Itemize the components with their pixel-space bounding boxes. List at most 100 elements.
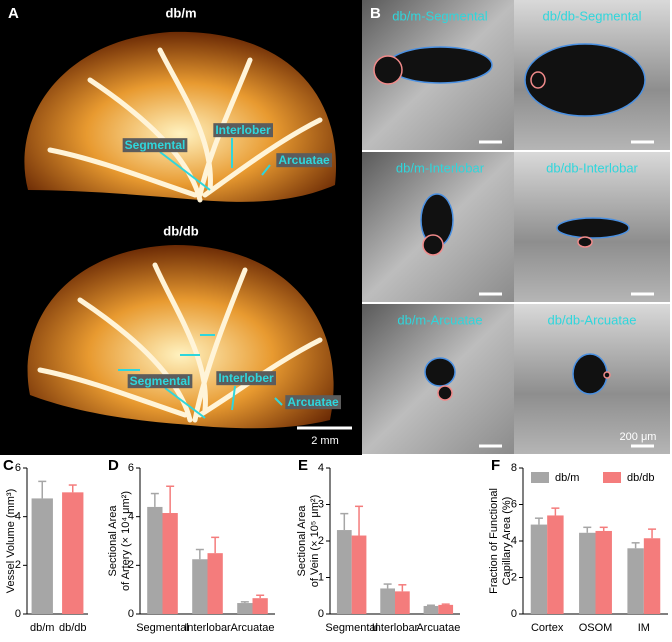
annotation-box <box>213 123 273 138</box>
annotation-box <box>127 374 193 389</box>
annotation-label: Arcuatae <box>287 395 339 409</box>
legend-swatch <box>603 472 621 483</box>
y-axis-label: Fraction of Functional <box>488 488 500 594</box>
vessel-outline <box>603 371 611 379</box>
annotation: Segmental <box>127 374 193 389</box>
image-title: db/db-Segmental <box>542 8 641 23</box>
y-axis-label: Sectional Area <box>296 505 308 577</box>
bar <box>395 591 410 614</box>
annotation-box <box>122 138 188 153</box>
x-tick-label: Segmental <box>136 622 189 634</box>
x-tick-label: Arcuatae <box>416 622 460 634</box>
bar <box>31 498 53 614</box>
annotation-label: Segmental <box>130 374 191 388</box>
y-tick-label: 3 <box>318 498 324 510</box>
annotation: Segmental <box>122 138 188 153</box>
y-tick-label: 6 <box>15 462 21 474</box>
kidney-title: db/m <box>165 5 196 20</box>
x-tick-label: Cortex <box>531 622 564 634</box>
bar <box>162 513 178 614</box>
x-tick-label: IM <box>638 622 650 634</box>
bar <box>336 530 352 614</box>
bar <box>438 604 454 614</box>
vessel-outline <box>422 234 444 256</box>
y-axis-label: of Artery (× 10⁴ μm²) <box>120 491 132 591</box>
x-tick-label: Interlobar <box>372 622 419 634</box>
image-title: db/m-Segmental <box>392 8 487 23</box>
y-tick-label: 2 <box>128 559 134 571</box>
annotation-label: Segmental <box>125 138 186 152</box>
legend-swatch <box>531 472 549 483</box>
bar <box>237 603 253 614</box>
bar <box>547 515 564 614</box>
legend-label: db/m <box>555 472 579 484</box>
vessel-outline <box>572 353 608 395</box>
y-tick-label: 4 <box>128 511 134 523</box>
annotation-box <box>285 395 342 410</box>
y-axis-label: Sectional Area <box>107 505 119 577</box>
image-title: db/m-Interlobar <box>396 160 485 175</box>
bar <box>62 492 84 614</box>
vessel-outline <box>373 55 403 85</box>
kidney-title: db/db <box>163 223 198 238</box>
y-tick-label: 0 <box>15 608 21 620</box>
bar <box>252 598 268 614</box>
x-tick-label: Arcuatae <box>230 622 274 634</box>
panel-label: E <box>298 457 308 474</box>
bar <box>192 559 208 614</box>
y-axis-label: Capillary Area (%) <box>501 497 513 586</box>
scale-label: 200 μm <box>620 431 657 443</box>
scale-label: 2 mm <box>311 435 339 447</box>
bar <box>147 506 163 614</box>
bar <box>207 553 223 614</box>
bar <box>380 588 395 614</box>
vessel-outline <box>437 385 453 401</box>
y-tick-label: 0 <box>318 608 324 620</box>
panel-label: C <box>3 457 14 474</box>
vessel-outline <box>387 46 493 84</box>
vessel-outline <box>424 357 456 387</box>
bar <box>627 548 644 614</box>
vessel-outline <box>577 236 593 248</box>
y-tick-label: 4 <box>15 511 21 523</box>
image-title: db/db-Arcuatae <box>548 312 637 327</box>
y-tick-label: 2 <box>318 535 324 547</box>
y-tick-label: 6 <box>511 498 517 510</box>
y-tick-label: 4 <box>318 462 324 474</box>
legend-label: db/db <box>627 472 655 484</box>
annotation-label: Arcuatae <box>278 153 330 167</box>
panel-label: A <box>8 5 19 22</box>
y-tick-label: 0 <box>128 608 134 620</box>
annotation-box <box>216 371 276 386</box>
annotation: Interlober <box>216 371 276 386</box>
x-tick-label: Interlobar <box>184 622 231 634</box>
bar <box>643 538 661 614</box>
bar <box>579 532 596 614</box>
y-axis-label: Vessel Volume (mm³) <box>5 489 17 594</box>
y-tick-label: 0 <box>511 608 517 620</box>
x-tick-label: db/db <box>59 622 87 634</box>
y-axis-label: of Vein (× 10⁵ μm²) <box>309 495 321 588</box>
image-title: db/db-Interlobar <box>546 160 638 175</box>
vessel-outline <box>524 43 646 117</box>
panel-label: F <box>491 457 500 474</box>
y-tick-label: 4 <box>511 535 517 547</box>
y-tick-label: 8 <box>511 462 517 474</box>
x-tick-label: Segmental <box>325 622 378 634</box>
panel-label: B <box>370 5 381 22</box>
annotation-label: Interlober <box>218 371 274 385</box>
vessel-outline <box>530 71 546 89</box>
annotation-pointers <box>118 138 283 419</box>
y-tick-label: 2 <box>15 559 21 571</box>
y-tick-label: 6 <box>128 462 134 474</box>
annotation: Interlober <box>213 123 273 138</box>
bar <box>530 524 548 614</box>
bar <box>595 530 612 614</box>
y-tick-label: 2 <box>511 571 517 583</box>
vessel-outline <box>556 217 630 239</box>
panel-labels: A db/m db/db 2 mm B <box>8 5 381 447</box>
panel-label: D <box>108 457 119 474</box>
annotation: Arcuatae <box>285 395 342 410</box>
image-title: db/m-Arcuatae <box>397 312 482 327</box>
